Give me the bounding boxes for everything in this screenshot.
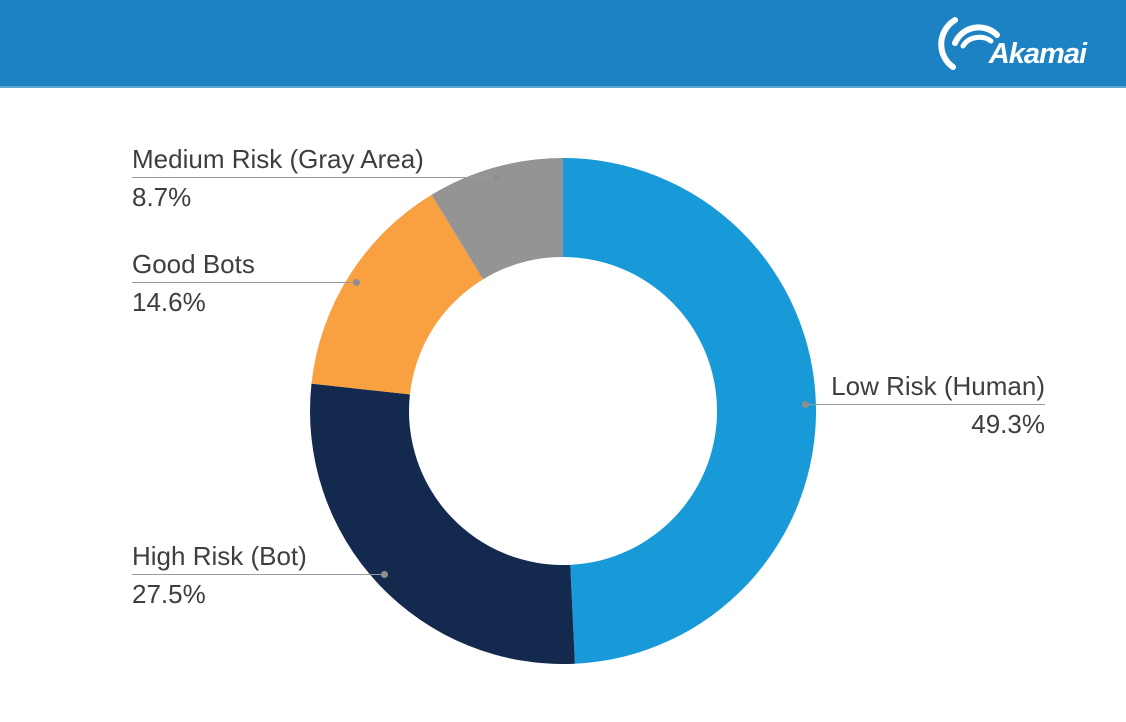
slice-label-good-bots: Good Bots <box>132 249 255 279</box>
donut-slice-medium-risk-gray-area <box>431 158 563 280</box>
brand-logo: Akamai <box>932 13 1087 71</box>
callout-good-bots: Good Bots 14.6% <box>132 249 360 317</box>
donut-slice-good-bots <box>311 194 484 395</box>
slice-percent-high-risk: 27.5% <box>132 579 206 609</box>
leader-dot-icon <box>802 401 809 408</box>
leader-dot-icon <box>353 279 360 286</box>
slice-percent-medium-risk: 8.7% <box>132 182 192 212</box>
header-bar: Akamai <box>0 0 1126 88</box>
slice-percent-low-risk: 49.3% <box>971 409 1045 439</box>
callout-high-risk: High Risk (Bot) 27.5% <box>132 541 388 609</box>
leader-line-low-risk <box>802 401 1045 408</box>
leader-dot-icon <box>381 571 388 578</box>
slice-label-high-risk: High Risk (Bot) <box>132 541 307 571</box>
akamai-wave-icon <box>938 17 1000 70</box>
brand-name: Akamai <box>988 38 1087 70</box>
callout-low-risk: Low Risk (Human) 49.3% <box>802 371 1045 439</box>
leader-line-good-bots <box>132 279 360 286</box>
slice-percent-good-bots: 14.6% <box>132 287 206 317</box>
donut-slice-low-risk-human <box>563 158 817 664</box>
callout-medium-risk: Medium Risk (Gray Area) 8.7% <box>132 144 500 212</box>
leader-dot-icon <box>493 174 500 181</box>
slice-label-medium-risk: Medium Risk (Gray Area) <box>132 144 424 174</box>
leader-line-medium-risk <box>132 174 500 181</box>
leader-line-high-risk <box>132 571 388 578</box>
donut-slice-high-risk-bot <box>309 383 575 665</box>
slice-label-low-risk: Low Risk (Human) <box>831 371 1045 401</box>
